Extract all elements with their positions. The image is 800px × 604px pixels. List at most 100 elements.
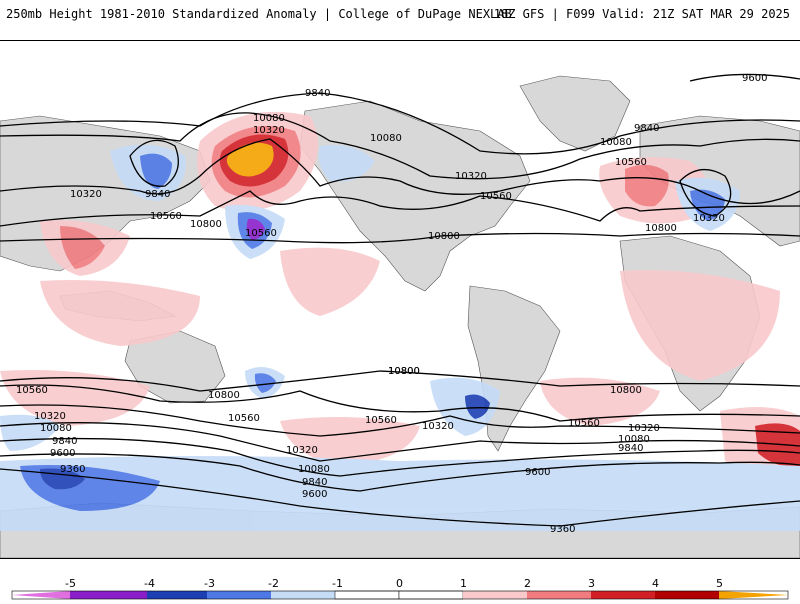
height-contours [0, 73, 800, 527]
contour-n10320 [0, 138, 800, 205]
pos2-asia [60, 226, 105, 269]
label-s10320-c: 10320 [422, 421, 454, 432]
label-10800-c: 10800 [645, 223, 677, 234]
label-10560-d: 10560 [480, 191, 512, 202]
neg2-northwest [140, 153, 172, 189]
neg2-pacific-south [254, 373, 276, 393]
colorbar-svg: -5 -4 -3 -2 -1 0 1 2 3 4 5 [11, 577, 789, 600]
label-10320-c: 10320 [455, 171, 487, 182]
label-10080-c: 10080 [600, 137, 632, 148]
map-header: 250mb Height 1981-2010 Standardized Anom… [0, 0, 800, 30]
label-10560-b: 10560 [150, 211, 182, 222]
contour-s9600 [0, 453, 800, 492]
neg3-south [465, 394, 490, 419]
neg1-antarctic-belt [0, 456, 800, 531]
label-s10800-a: 10800 [208, 390, 240, 401]
label-s10320-b: 10320 [286, 445, 318, 456]
pos1-pacific-mid [280, 247, 380, 316]
label-s10560-b: 10560 [228, 413, 260, 424]
label-s9840-d: 9840 [618, 443, 643, 454]
tick-neg1: -1 [332, 577, 343, 590]
colorbar-swatches [11, 590, 789, 600]
contour-s10080 [0, 422, 800, 462]
label-s10800-b: 10800 [388, 366, 420, 377]
swatch-neg3 [147, 591, 207, 599]
label-9840-b: 9840 [634, 123, 659, 134]
tick-pos3: 3 [588, 577, 595, 590]
pos2-europe [625, 164, 669, 207]
tick-neg2: -2 [268, 577, 279, 590]
label-s10560-a: 10560 [16, 385, 48, 396]
label-s9840-a: 9840 [52, 436, 77, 447]
contour-low-nw [129, 139, 179, 187]
swatch-neg1 [271, 591, 335, 599]
pos1-south-indian [0, 370, 150, 426]
pos3-southeast [755, 423, 800, 467]
tick-neg3: -3 [204, 577, 215, 590]
anomaly-map-canvas: 9600 9840 9840 10080 10320 10080 10560 1… [0, 73, 800, 558]
map-title: 250mb Height 1981-2010 Standardized Anom… [6, 7, 512, 21]
swatch-pos3 [591, 591, 655, 599]
label-10080-a: 10080 [253, 113, 285, 124]
contour-low-eu [679, 169, 732, 217]
contour-s10800 [0, 370, 800, 392]
label-s10800-c: 10800 [610, 385, 642, 396]
label-10320-a: 10320 [253, 125, 285, 136]
label-s10080-b: 10080 [298, 464, 330, 475]
neg1-northatlantic [318, 145, 375, 182]
label-9840-c: 9840 [145, 189, 170, 200]
pos5-northpacific [226, 142, 274, 177]
swatch-pos4 [655, 591, 719, 599]
contour-s9360 [0, 468, 800, 527]
contour-n10560 [0, 190, 800, 227]
neg4-pacific [246, 218, 265, 240]
label-10800-b: 10800 [428, 231, 460, 242]
label-10800-a: 10800 [190, 219, 222, 230]
label-9600-a: 9600 [742, 73, 767, 84]
colorbar: -5 -4 -3 -2 -1 0 1 2 3 4 5 [0, 574, 800, 600]
label-s9600-a: 9600 [50, 448, 75, 459]
contour-s10560 [0, 384, 800, 422]
tick-neg4: -4 [144, 577, 155, 590]
anomaly-shading [0, 111, 800, 531]
label-s10320-a: 10320 [34, 411, 66, 422]
tick-pos5: 5 [716, 577, 723, 590]
swatch-pos1 [463, 591, 527, 599]
swatch-zero-b [398, 590, 464, 600]
label-10320-d: 10320 [693, 213, 725, 224]
label-s10080-c: 10080 [618, 434, 650, 445]
colorbar-tick-labels: -5 -4 -3 -2 -1 0 1 2 3 4 5 [65, 577, 723, 590]
label-s9360-b: 9360 [550, 524, 575, 535]
label-9840-a: 9840 [305, 88, 330, 99]
tick-neg5: -5 [65, 577, 76, 590]
colorbar-outline [11, 590, 789, 600]
label-10560-a: 10560 [615, 157, 647, 168]
swatch-neg5 [12, 591, 70, 599]
contour-n9600 [689, 73, 800, 82]
contour-n10080 [0, 112, 800, 180]
label-10560-c: 10560 [245, 228, 277, 239]
tick-pos1: 1 [460, 577, 467, 590]
contour-label-group: 9600 9840 9840 10080 10320 10080 10560 1… [16, 73, 767, 535]
label-s10320-d: 10320 [628, 423, 660, 434]
label-10080-b: 10080 [370, 133, 402, 144]
label-s9600-b: 9600 [302, 489, 327, 500]
label-s9840-b: 9840 [302, 477, 327, 488]
north-america [299, 100, 531, 292]
australia [124, 330, 226, 404]
label-10320-b: 10320 [70, 189, 102, 200]
anomaly-map: 9600 9840 9840 10080 10320 10080 10560 1… [0, 40, 800, 559]
tick-pos4: 4 [652, 577, 659, 590]
tick-pos2: 2 [524, 577, 531, 590]
label-s9600-c: 9600 [525, 467, 550, 478]
contour-s9840 [0, 437, 800, 477]
pos1-indian [40, 280, 200, 346]
contour-s10320 [0, 404, 800, 437]
swatch-neg2 [207, 591, 271, 599]
greenland [519, 75, 631, 152]
label-s10560-c: 10560 [365, 415, 397, 426]
contour-n9840 [0, 92, 800, 155]
neg1-south [430, 377, 500, 436]
swatch-pos2 [527, 591, 591, 599]
pos1-south-atlantic [540, 377, 660, 426]
